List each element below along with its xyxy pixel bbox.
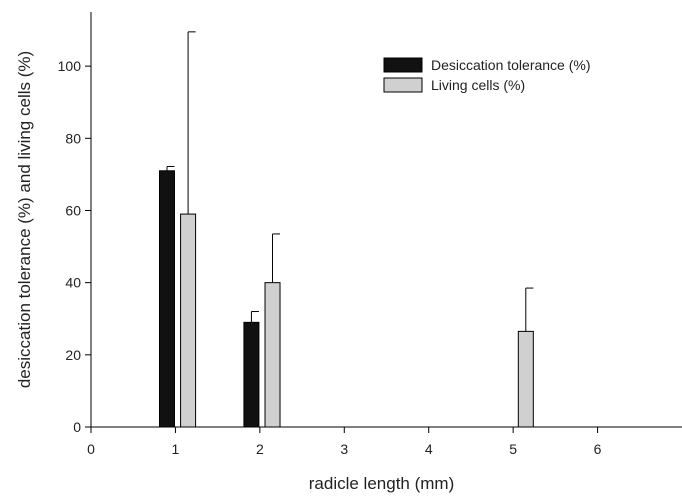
legend-swatch-0 — [383, 57, 423, 73]
plot-area: 0 20 40 60 80 100 0 1 2 3 4 5 6 — [58, 12, 682, 457]
legend-label-0: Desiccation tolerance (%) — [431, 57, 591, 73]
y-tick-label: 60 — [65, 202, 81, 218]
legend: Desiccation tolerance (%) Living cells (%… — [383, 57, 591, 93]
y-tick-label: 40 — [65, 275, 81, 291]
x-tick-label: 1 — [172, 441, 180, 457]
x-tick-label: 6 — [594, 441, 602, 457]
bar-series-0 — [243, 321, 260, 428]
y-axis-title: desiccation tolerance (%) and living cel… — [15, 51, 34, 388]
x-axis-title: radicle length (mm) — [309, 474, 455, 493]
x-tick-label: 4 — [425, 441, 433, 457]
y-tick-label: 80 — [65, 130, 81, 146]
legend-label-1: Living cells (%) — [431, 77, 525, 93]
legend-swatch-1 — [383, 77, 423, 93]
y-tick-label: 0 — [73, 419, 81, 435]
y-tick-label: 20 — [65, 347, 81, 363]
y-tick-label: 100 — [58, 58, 82, 74]
x-tick-label: 5 — [509, 441, 517, 457]
bar-series-1 — [180, 213, 197, 428]
x-tick-label: 3 — [340, 441, 348, 457]
x-tick-label: 2 — [256, 441, 264, 457]
bar-series-1 — [517, 330, 534, 428]
bar-series-1 — [264, 282, 281, 428]
bar-series-0 — [158, 170, 175, 428]
x-tick-label: 0 — [87, 441, 95, 457]
y-axis-ticks: 0 20 40 60 80 100 — [58, 58, 91, 435]
x-axis-ticks: 0 1 2 3 4 5 6 — [87, 427, 602, 457]
